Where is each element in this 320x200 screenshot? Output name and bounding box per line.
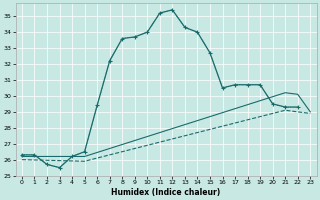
X-axis label: Humidex (Indice chaleur): Humidex (Indice chaleur) bbox=[111, 188, 221, 197]
